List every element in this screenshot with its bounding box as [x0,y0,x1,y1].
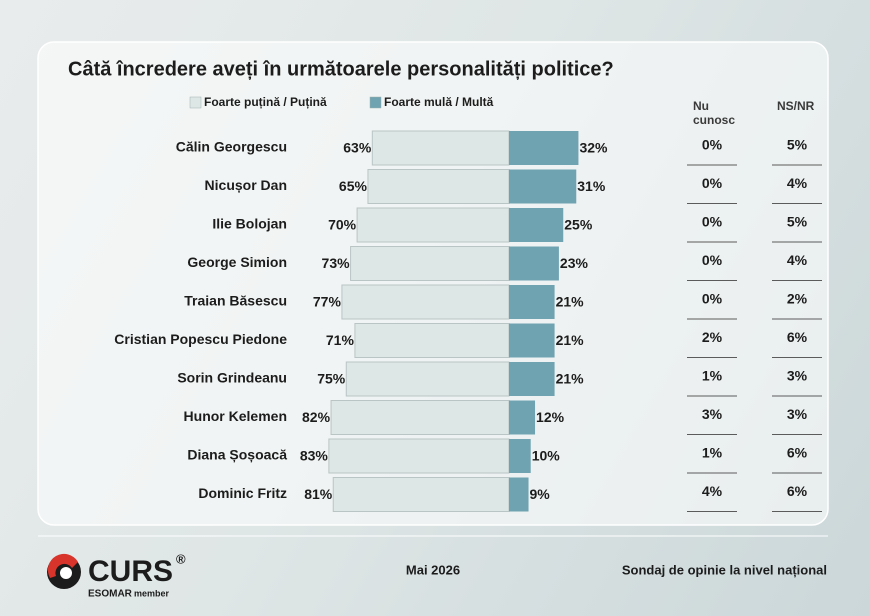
legend-label: Foarte puțină / Puțină [204,95,327,109]
column-value: 6% [787,329,808,345]
chart-title: Câtă încredere aveți în următoarele pers… [68,58,614,80]
column-value: 4% [787,175,808,191]
card [37,41,829,526]
value-label: 10% [532,448,561,464]
column-value: 4% [702,483,723,499]
category-label: Sorin Grindeanu [177,370,287,386]
value-label: 21% [556,371,585,387]
value-label: 77% [313,294,342,310]
category-label: Dominic Fritz [198,485,287,501]
column-value: 0% [702,252,723,268]
category-label: Hunor Kelemen [184,408,287,424]
bar-low-trust [350,246,510,281]
category-label: Nicușor Dan [205,177,287,193]
bar-low-trust [356,207,510,243]
esomar-member: member [134,588,170,598]
value-label: 73% [322,255,351,271]
bar-high-trust [509,400,536,435]
bar-low-trust [330,400,510,435]
bar-low-trust [367,169,510,204]
column-value: 6% [787,483,808,499]
value-label: 82% [302,409,331,425]
legend-label: Foarte mulă / Multă [384,95,494,109]
esomar: ESOMAR [88,589,133,600]
column-value: 2% [702,329,723,345]
category-label: Traian Băsescu [184,293,287,309]
bar-high-trust [509,323,555,358]
legend-swatch [369,96,382,109]
category-label: George Simion [187,254,287,270]
column-value: 6% [787,445,808,461]
column-value: 1% [702,368,723,384]
column-value: 0% [702,137,723,153]
logo-center [60,567,72,579]
value-label: 25% [564,217,593,233]
category-label: Cristian Popescu Piedone [114,331,287,347]
logo-swirl [47,553,78,578]
value-label: 75% [317,371,346,387]
column-header: Nu cunosc [693,99,736,127]
value-label: 71% [326,332,355,348]
category-label: Diana Șoșoacă [187,447,287,463]
column-value: 3% [787,368,808,384]
column-value: 2% [787,291,808,307]
bar-low-trust [341,284,510,320]
legend-swatch [189,96,202,109]
bar-low-trust [371,130,510,166]
footer-note: Sondaj de opinie la nivel național [622,562,827,577]
value-label: 65% [339,178,368,194]
bar-low-trust [354,323,510,358]
column-value: 3% [787,406,808,422]
column-value: 5% [787,137,808,153]
logo-text: CURS [88,555,173,588]
value-label: 12% [536,409,565,425]
column-value: 3% [702,406,723,422]
bar-high-trust [509,131,579,165]
bar-high-trust [509,439,531,473]
footer-date: Mai 2026 [406,562,460,577]
bar-high-trust [509,246,559,281]
bar-high-trust [509,477,529,512]
value-label: 81% [304,486,333,502]
value-label: 31% [577,178,606,194]
value-label: 70% [328,217,357,233]
column-value: 0% [702,291,723,307]
bar-low-trust [332,477,510,512]
bar-high-trust [509,285,555,319]
column-header: NS/NR [777,99,815,113]
column-value: 1% [702,445,723,461]
column-value: 0% [702,175,723,191]
column-value: 0% [702,214,723,230]
bar-low-trust [328,438,510,474]
category-label: Călin Georgescu [176,139,287,155]
value-label: 63% [343,140,372,156]
column-value: 5% [787,214,808,230]
value-label: 21% [556,332,585,348]
logo [47,553,81,589]
value-label: 32% [579,140,608,156]
value-label: 21% [556,294,585,310]
category-label: Ilie Bolojan [212,216,287,232]
bar-low-trust [345,361,510,397]
bar-high-trust [509,169,577,204]
value-label: 23% [560,255,589,271]
bar-high-trust [509,208,564,242]
value-label: 83% [300,448,329,464]
column-value: 4% [787,252,808,268]
value-label: 9% [530,486,551,502]
bar-high-trust [509,362,555,396]
logo-registered: ® [176,551,186,566]
